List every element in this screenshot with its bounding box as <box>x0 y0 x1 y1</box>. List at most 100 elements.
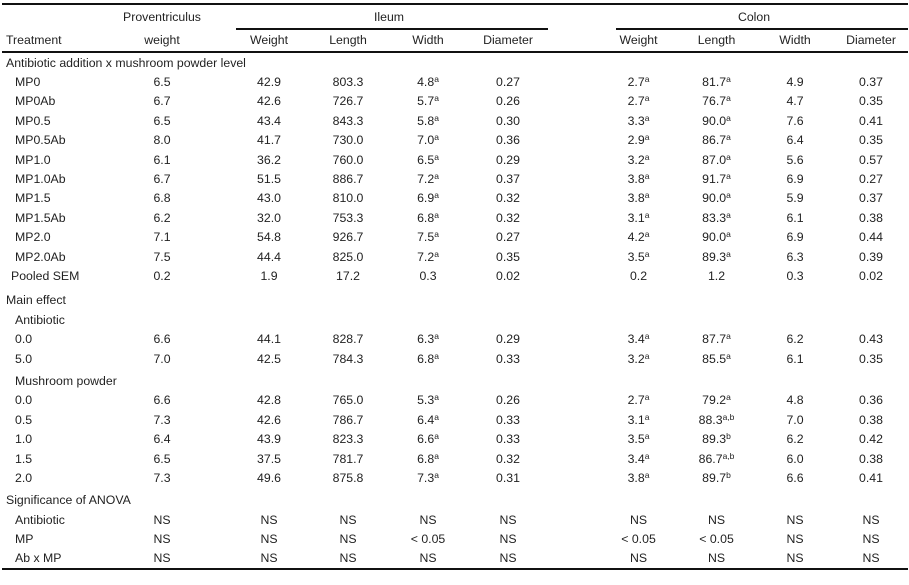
proventriculus-weight-cell: 7.3 <box>153 412 171 427</box>
ileum-diameter-cell: 0.32 <box>496 210 520 225</box>
colon-weight-cell: 3.5a <box>600 247 677 266</box>
significance-letter: a <box>726 209 731 220</box>
section-header-row: Mushroom powder <box>2 368 908 390</box>
proventriculus-weight-cell: 6.4 <box>153 432 171 447</box>
ileum-length-cell: 726.7 <box>332 94 364 109</box>
cell-value: 88.3 <box>698 412 723 427</box>
ileum-weight-cell: 37.5 <box>257 451 281 466</box>
proventriculus-weight-cell: 6.5 <box>153 451 171 466</box>
ileum-length-cell: 753.3 <box>332 210 364 225</box>
colon-length-cell: 89.7b <box>677 468 756 487</box>
colon-label: Colon <box>737 10 771 24</box>
colon-width-cell: 5.6 <box>786 152 804 167</box>
colon-length-cell: 87.7a <box>677 329 756 348</box>
cell-value: 4.8 <box>417 75 435 90</box>
cell-value: 6.3 <box>417 332 435 347</box>
colon-diameter-cell: 0.37 <box>859 75 883 90</box>
colon-width-cell: 6.9 <box>786 230 804 245</box>
colon-length-cell: 90.0a <box>677 111 756 130</box>
ileum-length-cell: 730.0 <box>332 133 364 148</box>
ileum-width-header: Width <box>412 33 444 47</box>
significance-letter: a <box>644 229 650 240</box>
cell-value: 79.2 <box>702 393 727 408</box>
colon-width-cell: 7.0 <box>786 412 804 427</box>
row-label: 0.5 <box>15 412 33 427</box>
significance-letter: a <box>644 431 650 442</box>
colon-width-cell: 6.3 <box>786 249 804 264</box>
cell-value: 3.3 <box>627 113 645 128</box>
cell-value: 2.9 <box>627 133 645 148</box>
significance-letter: a <box>434 469 439 480</box>
ileum-weight-cell: 43.0 <box>257 191 281 206</box>
ileum-width-cell: 6.4a <box>388 410 468 429</box>
colon-width-cell: NS <box>786 512 804 527</box>
colon-width-cell: 5.9 <box>786 191 804 206</box>
proventriculus-weight-cell: 7.1 <box>153 230 171 245</box>
row-label: MP0Ab <box>15 94 56 109</box>
ileum-diameter-cell: 0.31 <box>496 470 520 485</box>
cell-value: 89.7 <box>702 470 727 485</box>
significance-letter: a <box>434 74 439 85</box>
proventriculus-weight-cell: 0.2 <box>153 268 171 283</box>
ileum-length-cell: 781.7 <box>332 451 364 466</box>
significance-letter: a <box>644 248 650 259</box>
section-header-row: Antibiotic addition x mushroom powder le… <box>2 52 908 72</box>
cell-value: 3.4 <box>627 332 645 347</box>
proventriculus-weight-cell: 7.5 <box>153 249 171 264</box>
row-label: Ab x MP <box>15 551 62 566</box>
colon-length-cell: 85.5a <box>677 349 756 368</box>
cell-value: 7.2 <box>417 249 435 264</box>
ileum-diameter-cell: 0.27 <box>496 75 520 90</box>
cell-value: 3.2 <box>627 351 645 366</box>
ileum-diameter-cell: 0.36 <box>496 133 520 148</box>
colon-weight-cell: 3.2a <box>600 349 677 368</box>
ileum-width-cell: 5.3a <box>388 391 468 410</box>
cell-value: 5.3 <box>417 393 435 408</box>
ileum-diameter-cell: 0.32 <box>496 191 520 206</box>
colon-weight-cell: 4.2a <box>600 228 677 247</box>
ileum-width-cell: 7.5a <box>388 228 468 247</box>
ileum-width-cell: 7.0a <box>388 131 468 150</box>
colon-weight-cell: NS <box>629 551 648 566</box>
table-row: MP1.0Ab 6.7 51.5 886.7 7.2a 0.37 3.8a 91.7a 6.9 0… <box>2 169 908 188</box>
colon-length-cell: 83.3a <box>677 208 756 227</box>
table-row: MP NS NS NS < 0.05 NS < 0.05 < 0.05 NS NS <box>2 529 908 548</box>
colon-width-cell: 6.2 <box>786 432 804 447</box>
ileum-diameter-cell: NS <box>499 551 517 566</box>
proventriculus-weight-cell: 6.7 <box>153 94 171 109</box>
cell-value: 3.8 <box>627 172 645 187</box>
ileum-diameter-header: Diameter <box>483 33 533 47</box>
ileum-weight-cell: 36.2 <box>257 152 281 167</box>
significance-letter: a <box>644 132 650 143</box>
significance-letter: a <box>726 331 731 342</box>
cell-value: 90.0 <box>702 230 727 245</box>
cell-value: 90.0 <box>702 113 727 128</box>
colon-weight-cell: 2.7a <box>600 72 677 91</box>
ileum-weight-cell: 43.9 <box>257 432 281 447</box>
colon-width-cell: 6.0 <box>786 451 804 466</box>
row-label: Pooled SEM <box>11 268 80 283</box>
colon-diameter-cell: NS <box>862 532 880 547</box>
significance-letter: a <box>726 171 731 182</box>
significance-letter: a <box>644 93 650 104</box>
ileum-length-cell: 828.7 <box>332 332 364 347</box>
ileum-diameter-cell: 0.35 <box>496 249 520 264</box>
ileum-diameter-cell: 0.27 <box>496 230 520 245</box>
cell-value: 6.9 <box>417 191 435 206</box>
colon-width-cell: 6.6 <box>786 470 804 485</box>
colon-width-cell: 6.4 <box>786 133 804 148</box>
colon-diameter-header: Diameter <box>846 33 896 47</box>
proventriculus-weight-header: weight <box>144 33 180 47</box>
cell-value: 3.1 <box>627 210 645 225</box>
ileum-width-cell: 6.5a <box>388 150 468 169</box>
ileum-diameter-cell: 0.29 <box>496 152 520 167</box>
ileum-weight-cell: 43.4 <box>257 113 281 128</box>
ileum-length-cell: NS <box>339 512 357 527</box>
colon-length-cell: 87.0a <box>677 150 756 169</box>
colon-weight-cell: 0.2 <box>629 268 648 283</box>
significance-letter: a <box>434 132 439 143</box>
treatment-header: Treatment <box>6 33 62 47</box>
ileum-diameter-cell: 0.02 <box>496 268 520 283</box>
table-row: 0.0 6.6 44.1 828.7 6.3a 0.29 3.4a 87.7a 6.2 0.43 <box>2 329 908 348</box>
colon-length-header: Length <box>697 33 736 47</box>
